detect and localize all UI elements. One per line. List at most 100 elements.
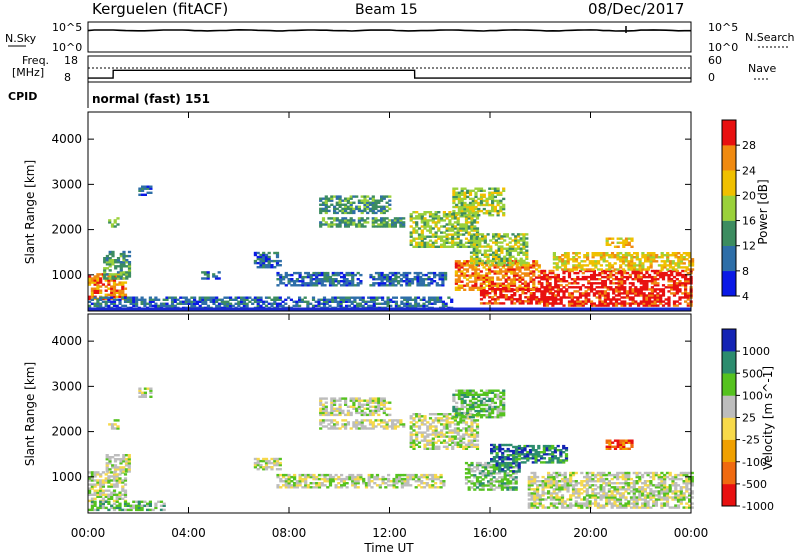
heatmap-cell <box>148 502 152 505</box>
heatmap-cell <box>515 268 519 271</box>
heatmap-cell <box>440 217 444 220</box>
heatmap-cell <box>357 423 361 426</box>
heatmap-cell <box>491 411 495 415</box>
heatmap-cell <box>474 276 478 279</box>
heatmap-cell <box>444 273 448 277</box>
heatmap-cell <box>184 302 188 305</box>
heatmap-cell <box>451 245 455 248</box>
heatmap-cell <box>198 304 202 308</box>
heatmap-cell <box>371 221 375 224</box>
heatmap-cell <box>96 302 100 305</box>
heatmap-cell <box>646 268 650 271</box>
heatmap-cell <box>345 475 349 479</box>
heatmap-cell <box>287 473 291 477</box>
heatmap-cell <box>598 271 602 275</box>
heatmap-cell <box>101 471 105 474</box>
heatmap-cell <box>377 413 381 417</box>
heatmap-cell <box>409 215 413 218</box>
heatmap-cell <box>475 427 480 430</box>
heatmap-cell <box>295 484 299 487</box>
heatmap-cell <box>338 199 342 202</box>
heatmap-cell <box>442 211 446 214</box>
heatmap-cell <box>356 304 360 308</box>
heatmap-cell <box>678 302 682 305</box>
heatmap-cell <box>540 269 544 273</box>
heatmap-cell <box>371 203 375 206</box>
heatmap-cell <box>469 235 474 238</box>
heatmap-cell <box>435 282 439 285</box>
heatmap-cell <box>633 262 637 265</box>
heatmap-cell <box>331 284 335 287</box>
heatmap-cell <box>628 290 632 293</box>
heatmap-cell <box>334 271 338 275</box>
heatmap-cell <box>474 286 478 289</box>
heatmap-cell <box>679 256 684 259</box>
heatmap-cell <box>352 403 356 406</box>
heatmap-cell <box>437 435 441 438</box>
heatmap-cell <box>556 290 560 293</box>
heatmap-cell <box>482 193 486 196</box>
heatmap-cell <box>382 219 386 222</box>
heatmap-cell <box>442 245 446 248</box>
heatmap-cell <box>352 223 356 226</box>
heatmap-cell <box>556 288 560 291</box>
heatmap-cell <box>366 201 370 204</box>
heatmap-cell <box>342 284 346 287</box>
heatmap-cell <box>321 209 326 213</box>
heatmap-cell <box>481 253 485 256</box>
heatmap-cell <box>448 223 452 226</box>
heatmap-cell <box>679 254 684 257</box>
heatmap-cell <box>559 302 563 305</box>
heatmap-cell <box>99 302 103 305</box>
heatmap-cell <box>627 254 631 257</box>
heatmap-cell <box>119 263 123 266</box>
heatmap-cell <box>518 274 522 277</box>
heatmap-cell <box>467 241 471 244</box>
heatmap-cell <box>635 258 639 261</box>
heatmap-cell <box>496 416 500 419</box>
heatmap-cell <box>515 272 519 275</box>
heatmap-cell <box>506 482 510 485</box>
heatmap-cell <box>428 473 432 477</box>
heatmap-cell <box>402 280 406 283</box>
heatmap-cell <box>438 284 442 287</box>
heatmap-cell <box>624 264 628 267</box>
heatmap-cell <box>479 403 484 407</box>
heatmap-cell <box>419 275 423 279</box>
heatmap-cell <box>578 302 583 305</box>
heatmap-cell <box>355 407 359 410</box>
heatmap-cell <box>462 229 466 232</box>
heatmap-cell <box>103 257 107 260</box>
heatmap-cell <box>116 275 121 278</box>
heatmap-cell <box>405 271 409 275</box>
heatmap-cell <box>356 473 360 477</box>
heatmap-cell <box>514 247 518 250</box>
heatmap-cell <box>88 483 92 486</box>
heatmap-cell <box>511 486 516 489</box>
heatmap-cell <box>468 401 473 405</box>
heatmap-cell <box>473 229 477 232</box>
heatmap-cell <box>519 257 523 260</box>
heatmap-cell <box>391 282 395 285</box>
heatmap-cell <box>482 207 486 211</box>
heatmap-cell <box>502 294 506 297</box>
heatmap-cell <box>201 302 205 305</box>
heatmap-cell <box>572 252 576 255</box>
heatmap-cell <box>516 253 521 256</box>
heatmap-cell <box>656 298 660 301</box>
heatmap-cell <box>125 277 129 280</box>
heatmap-cell <box>324 203 328 206</box>
heatmap-cell <box>468 391 473 394</box>
heatmap-cell <box>402 423 406 426</box>
heatmap-cell <box>512 270 517 273</box>
heatmap-cell <box>603 302 607 305</box>
heatmap-cell <box>417 441 422 444</box>
heatmap-cell <box>346 211 350 215</box>
heatmap-cell <box>567 282 572 285</box>
heatmap-cell <box>110 300 114 303</box>
heatmap-cell <box>570 278 574 281</box>
heatmap-cell <box>321 219 326 222</box>
heatmap-cell <box>154 504 158 507</box>
heatmap-cell <box>284 275 288 279</box>
heatmap-cell <box>479 292 484 295</box>
